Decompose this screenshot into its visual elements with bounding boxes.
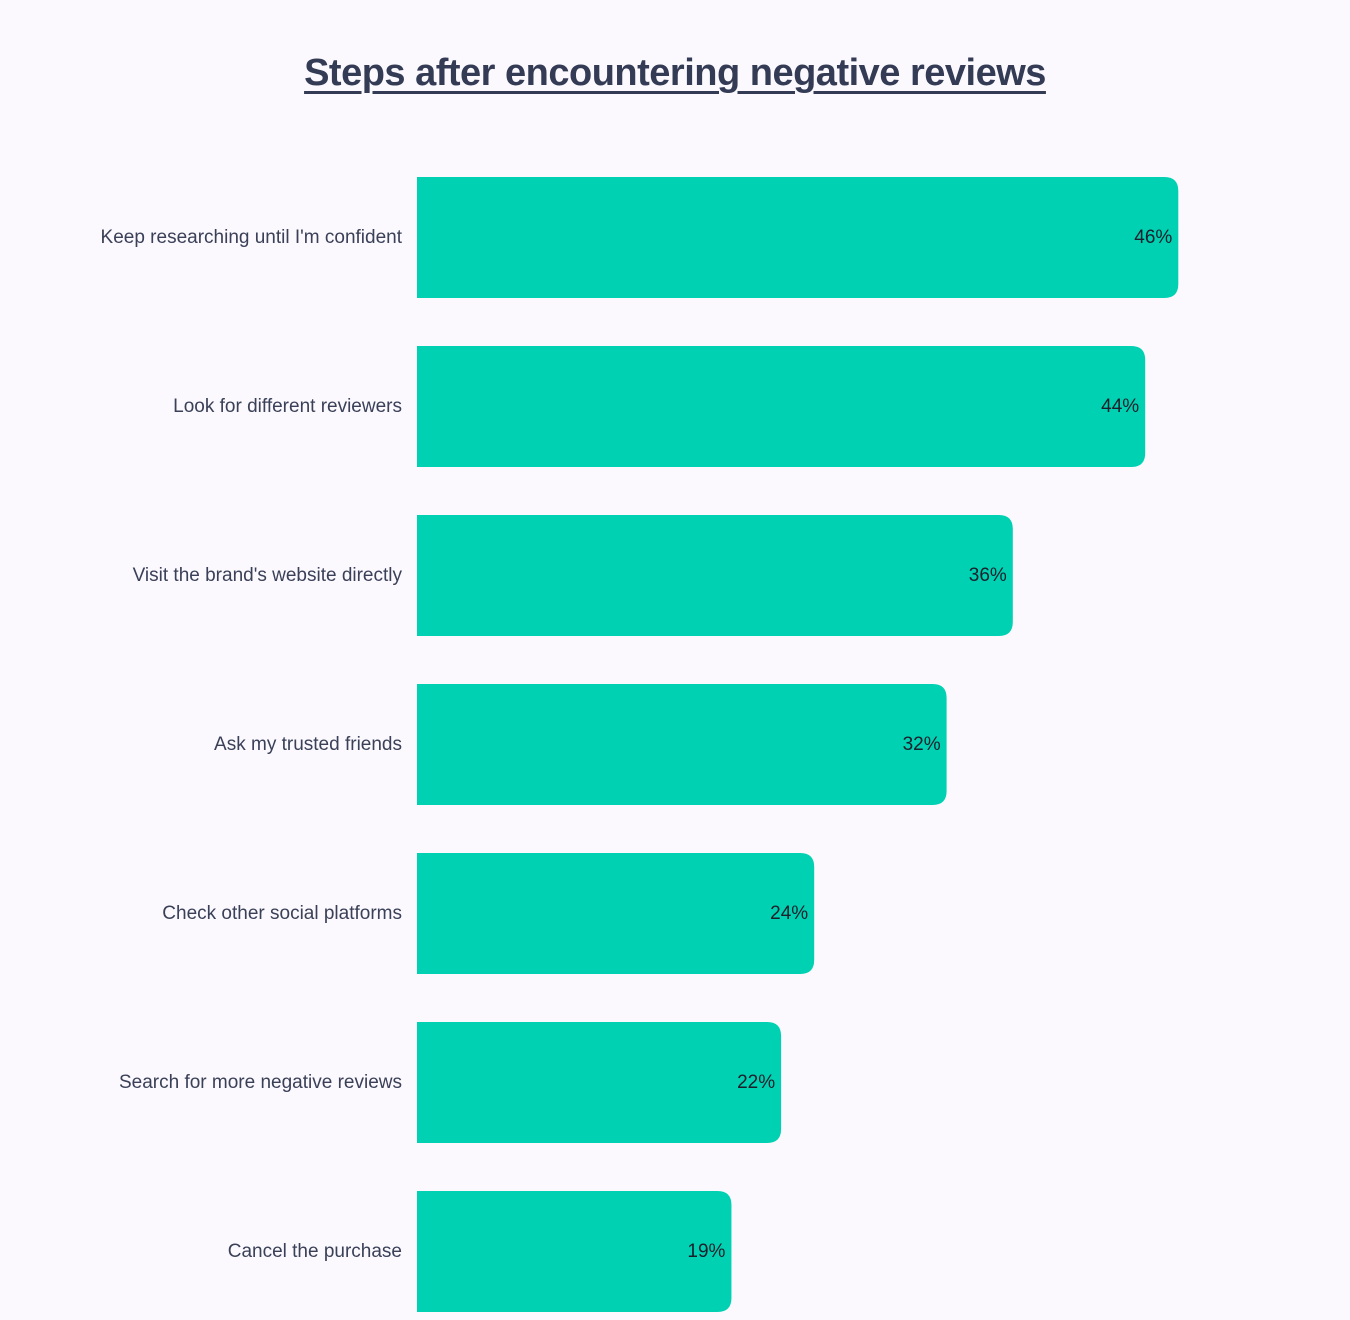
- value-label: 32%: [903, 734, 941, 755]
- bars-group: Keep researching until I'm confident 46% L…: [101, 177, 1179, 1312]
- value-label: 44%: [1101, 396, 1139, 417]
- category-label: Look for different reviewers: [173, 396, 402, 417]
- bar: [417, 177, 1179, 298]
- bar: [417, 346, 1146, 467]
- chart-title: Steps after encountering negative review…: [304, 52, 1046, 94]
- value-label: 46%: [1134, 227, 1172, 248]
- category-label: Visit the brand's website directly: [133, 565, 403, 586]
- bar: [417, 515, 1013, 636]
- bar: [417, 1191, 732, 1312]
- category-label: Keep researching until I'm confident: [101, 227, 403, 248]
- bar: [417, 684, 947, 805]
- category-label: Check other social platforms: [162, 903, 402, 924]
- category-label: Search for more negative reviews: [119, 1072, 402, 1093]
- bar: [417, 853, 815, 974]
- value-label: 19%: [687, 1241, 725, 1262]
- value-label: 36%: [969, 565, 1007, 586]
- value-label: 22%: [737, 1072, 775, 1093]
- category-label: Cancel the purchase: [228, 1241, 402, 1262]
- value-label: 24%: [770, 903, 808, 924]
- category-label: Ask my trusted friends: [214, 734, 402, 755]
- bar: [417, 1022, 782, 1143]
